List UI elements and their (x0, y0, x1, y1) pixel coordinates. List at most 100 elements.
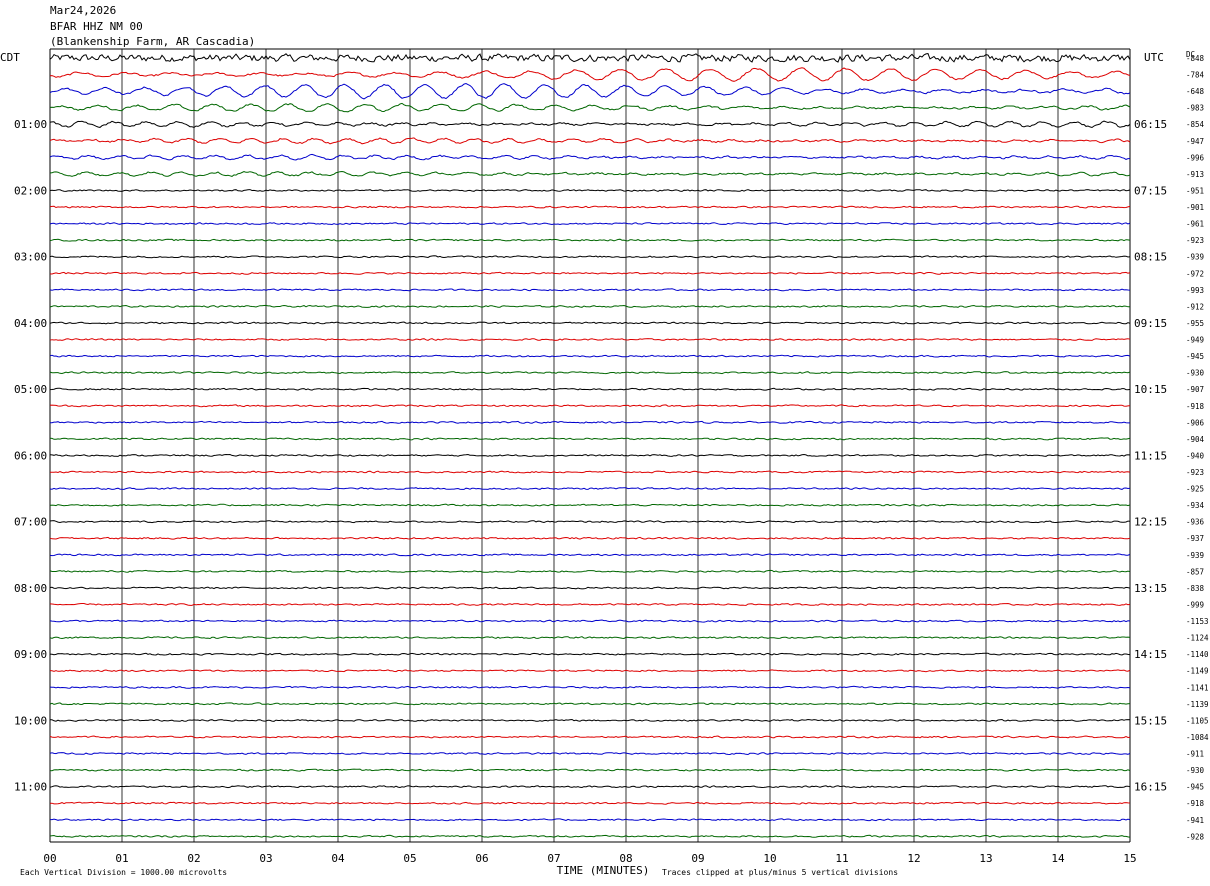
left-timezone-label: CDT (0, 51, 20, 64)
right-hour-label: 10:15 (1134, 383, 1167, 396)
dc-offset-label: -939 (1186, 551, 1204, 560)
scale-footer-note: Each Vertical Division = 1000.00 microvo… (20, 868, 227, 877)
clipping-footer-note: Traces clipped at plus/minus 5 vertical … (662, 868, 898, 877)
right-timezone-label: UTC (1144, 51, 1164, 64)
dc-offset-label: -930 (1186, 369, 1205, 378)
seismic-trace (49, 652, 1131, 656)
dc-offset-label: -999 (1186, 601, 1204, 610)
seismic-trace (49, 170, 1131, 177)
dc-offset-label: -923 (1186, 236, 1204, 245)
dc-offset-label: -940 (1186, 451, 1205, 460)
seismic-trace (49, 304, 1131, 308)
x-tick-label: 03 (259, 852, 272, 865)
x-axis-label: TIME (MINUTES) (557, 864, 650, 877)
seismic-trace (49, 685, 1131, 689)
seismic-trace (49, 271, 1131, 275)
left-hour-label: 11:00 (14, 781, 47, 794)
seismic-trace (49, 67, 1131, 82)
x-tick-label: 09 (691, 852, 704, 865)
seismic-trace (49, 354, 1131, 358)
left-hour-label: 04:00 (14, 317, 47, 330)
dc-offset-label: -925 (1186, 485, 1204, 494)
dc-offset-label: -857 (1186, 567, 1204, 576)
seismic-trace (49, 387, 1131, 391)
seismic-trace (49, 102, 1131, 113)
dc-offset-label: -1084 (1186, 733, 1209, 742)
x-tick-label: 12 (907, 852, 920, 865)
seismic-trace (49, 82, 1131, 100)
seismic-trace (49, 569, 1131, 573)
x-tick-label: 05 (403, 852, 416, 865)
right-hour-label: 06:15 (1134, 118, 1167, 131)
x-tick-label: 01 (115, 852, 128, 865)
dc-offset-label: -934 (1186, 501, 1205, 510)
x-tick-label: 07 (547, 852, 560, 865)
seismic-trace (49, 619, 1131, 623)
dc-offset-label: -854 (1186, 120, 1205, 129)
dc-offset-label: -923 (1186, 468, 1204, 477)
dc-offset-label: -848 (1186, 54, 1205, 63)
left-hour-label: 02:00 (14, 185, 47, 198)
left-hour-label: 07:00 (14, 516, 47, 529)
dc-offset-label: -961 (1186, 220, 1204, 229)
left-hour-label: 05:00 (14, 383, 47, 396)
dc-offset-label: -912 (1186, 302, 1204, 311)
right-hour-label: 15:15 (1134, 714, 1167, 727)
seismic-trace (49, 153, 1130, 161)
dc-offset-label: -993 (1186, 286, 1204, 295)
left-hour-label: 03:00 (14, 251, 47, 264)
seismic-trace (49, 137, 1131, 145)
seismic-trace (49, 371, 1131, 375)
seismic-trace (49, 453, 1131, 457)
seismic-trace (50, 718, 1131, 722)
right-hour-label: 12:15 (1134, 516, 1167, 529)
left-hour-label: 01:00 (14, 118, 47, 131)
dc-offset-label: -784 (1186, 71, 1205, 80)
dc-offset-label: -983 (1186, 104, 1204, 113)
seismic-trace (49, 238, 1131, 242)
dc-offset-label: -1153 (1186, 617, 1209, 626)
seismic-trace (49, 735, 1131, 739)
dc-offset-label: -1105 (1186, 716, 1209, 725)
x-tick-label: 08 (619, 852, 632, 865)
seismic-trace (49, 553, 1131, 557)
chart-date: Mar24,2026 (50, 4, 117, 17)
right-hour-label: 14:15 (1134, 648, 1167, 661)
dc-offset-label: -904 (1186, 435, 1205, 444)
x-tick-label: 06 (475, 852, 488, 865)
x-tick-label: 15 (1123, 852, 1136, 865)
seismic-trace (49, 752, 1131, 756)
seismic-trace (49, 321, 1131, 325)
x-tick-label: 14 (1051, 852, 1065, 865)
seismic-trace (49, 520, 1131, 524)
seismic-trace (49, 834, 1131, 838)
seismic-trace (49, 189, 1131, 192)
dc-offset-label: -945 (1186, 352, 1204, 361)
seismic-trace (49, 338, 1131, 341)
dc-offset-label: -928 (1186, 832, 1205, 841)
dc-offset-label: -918 (1186, 799, 1205, 808)
right-hour-label: 09:15 (1134, 317, 1167, 330)
seismic-trace (50, 470, 1131, 474)
dc-offset-label: -945 (1186, 783, 1204, 792)
x-tick-label: 11 (835, 852, 848, 865)
seismic-trace (49, 586, 1131, 590)
left-hour-label: 09:00 (14, 648, 47, 661)
seismic-trace (49, 536, 1131, 540)
dc-offset-label: -937 (1186, 534, 1204, 543)
dc-offset-label: -936 (1186, 518, 1205, 527)
x-tick-label: 10 (763, 852, 776, 865)
station-code: BFAR HHZ NM 00 (50, 20, 143, 33)
left-hour-label: 10:00 (14, 714, 47, 727)
dc-offset-label: -1141 (1186, 683, 1209, 692)
right-hour-label: 08:15 (1134, 251, 1167, 264)
seismic-trace (49, 702, 1131, 706)
right-hour-label: 16:15 (1134, 781, 1167, 794)
dc-offset-label: -949 (1186, 336, 1204, 345)
dc-offset-label: -939 (1186, 253, 1204, 262)
dc-offset-label: -972 (1186, 269, 1204, 278)
seismic-trace (49, 801, 1131, 805)
seismic-trace (49, 785, 1131, 789)
dc-offset-label: -901 (1186, 203, 1204, 212)
